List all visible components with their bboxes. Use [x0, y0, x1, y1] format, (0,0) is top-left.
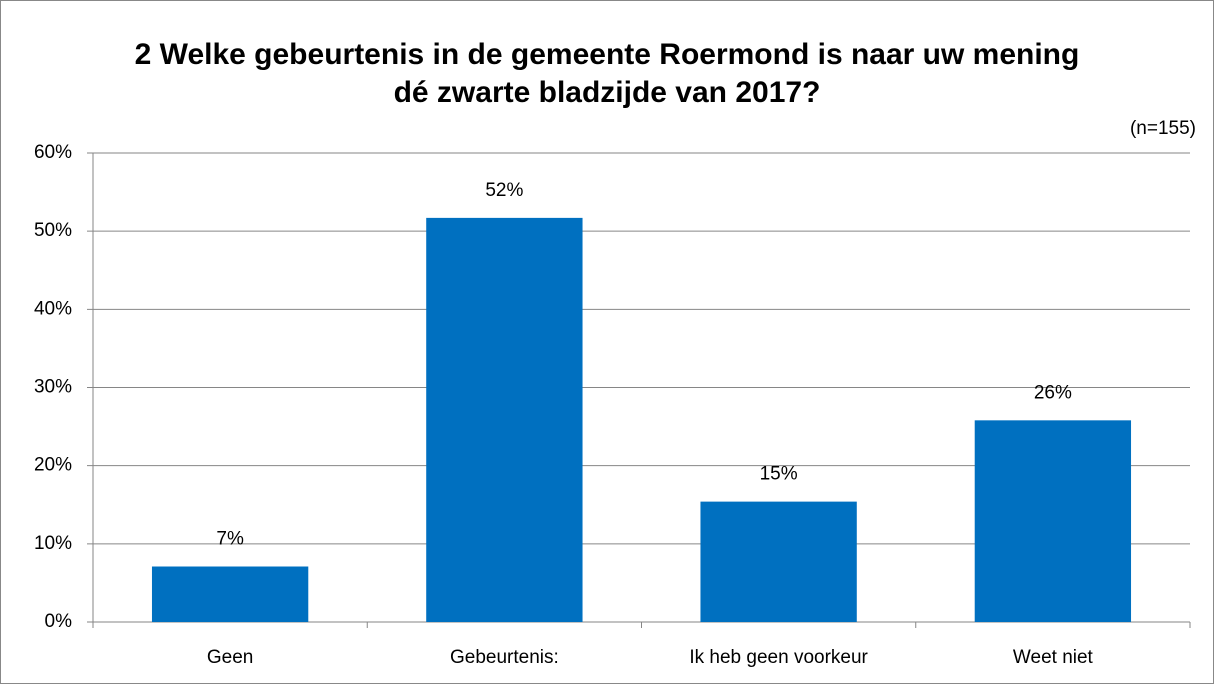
x-tick-label: Gebeurtenis: — [450, 647, 559, 668]
y-tick-label: 50% — [34, 220, 72, 241]
data-label: 52% — [485, 180, 523, 201]
x-tick-label: Geen — [207, 647, 253, 668]
chart-subtitle: (n=155) — [1130, 118, 1196, 139]
data-label: 26% — [1034, 382, 1072, 403]
data-label: 15% — [760, 464, 798, 485]
y-tick-label: 30% — [34, 377, 72, 398]
bar — [974, 420, 1132, 622]
bar — [151, 566, 309, 622]
chart-title: 2 Welke gebeurtenis in de gemeente Roerm… — [134, 38, 1080, 109]
x-tick-label: Weet niet — [1013, 647, 1094, 668]
data-label: 7% — [216, 529, 244, 550]
y-tick-label: 0% — [45, 611, 73, 632]
y-tick-label: 40% — [34, 298, 72, 319]
bar — [700, 501, 857, 622]
y-tick-label: 10% — [34, 533, 72, 554]
x-tick-label: Ik heb geen voorkeur — [689, 647, 868, 668]
bar — [426, 217, 583, 622]
y-tick-label: 60% — [34, 142, 72, 163]
y-tick-label: 20% — [34, 455, 72, 476]
